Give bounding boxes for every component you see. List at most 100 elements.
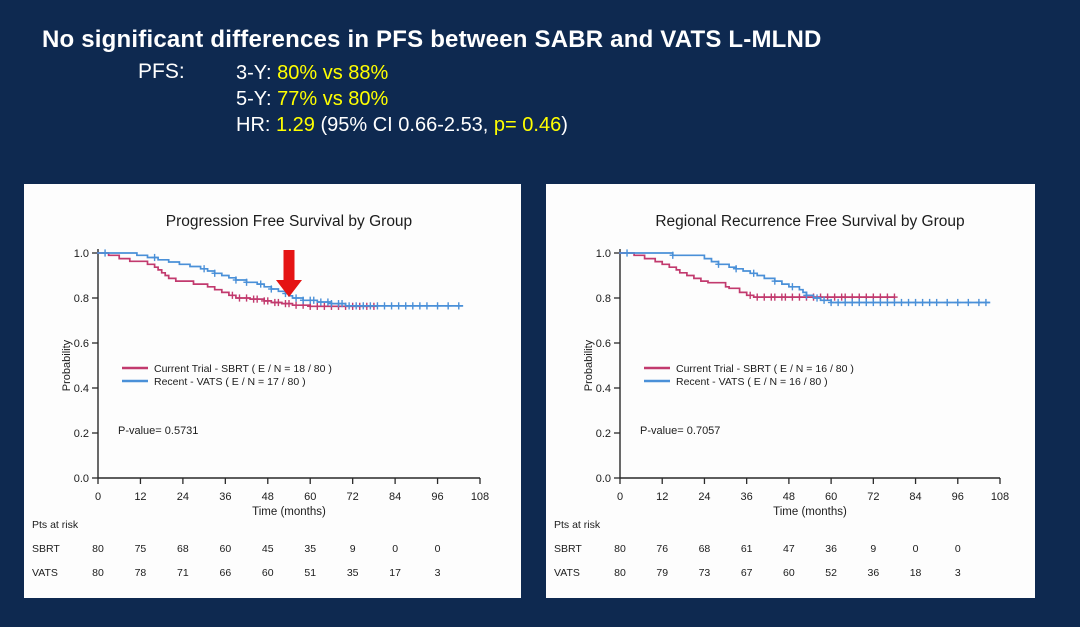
x-tick-label: 24 [698,491,710,503]
km-curve-vats [619,252,991,304]
pfs-label: PFS: [138,60,185,83]
risk-table-cell: 80 [92,543,104,555]
risk-table-cell: 61 [741,543,753,555]
y-tick-label: 0.8 [74,293,89,305]
risk-table-cell: 60 [219,543,231,555]
legend-label: Current Trial - SBRT ( E / N = 18 / 80 ) [154,363,332,375]
risk-table-cell: 66 [219,567,231,579]
risk-table-cell: 9 [350,543,356,555]
x-tick-label: 84 [389,491,401,503]
risk-table-cell: 68 [177,543,189,555]
x-tick-label: 48 [783,491,795,503]
legend-label: Current Trial - SBRT ( E / N = 16 / 80 ) [676,363,854,375]
risk-table-cell: 79 [656,567,668,579]
x-tick-label: 72 [867,491,879,503]
risk-table-cell: 0 [435,543,441,555]
y-tick-label: 0.0 [596,473,611,485]
pfs-chart-panel: Progression Free Survival by Group 0.0 0.2… [24,184,521,598]
x-tick-label: 0 [617,491,623,503]
stat-line: 5-Y: 77% vs 80% [236,86,568,112]
stat-text: 3-Y: [236,62,278,84]
y-tick-label: 0.2 [74,428,89,440]
risk-table-cell: 51 [304,567,316,579]
stat-text: HR: [236,114,276,136]
risk-table-cell: 80 [614,567,626,579]
x-tick-label: 24 [177,491,189,503]
x-tick-label: 96 [952,491,964,503]
stat-text: 5-Y: [236,88,278,110]
x-tick-label: 108 [471,491,489,503]
stat-line: 3-Y: 80% vs 88% [236,60,568,86]
risk-row-label: VATS [32,567,58,579]
x-axis-title: Time (months) [773,506,847,518]
legend-label: Recent - VATS ( E / N = 16 / 80 ) [676,376,828,388]
risk-table-cell: 78 [135,567,147,579]
x-tick-label: 12 [134,491,146,503]
risk-table-cell: 9 [870,543,876,555]
risk-table-cell: 47 [783,543,795,555]
down-arrow-annotation [276,250,302,297]
chart-title: Regional Recurrence Free Survival by Gro… [655,213,964,230]
km-curve-sbrt [97,252,375,308]
censor-marks-vats [101,249,462,310]
risk-table-cell: 80 [92,567,104,579]
risk-table-title: Pts at risk [554,519,601,531]
x-tick-label: 36 [741,491,753,503]
stat-value: 77% vs 80% [277,88,389,110]
x-tick-label: 12 [656,491,668,503]
risk-table-cell: 0 [955,543,961,555]
p-value-label: P-value= 0.5731 [118,425,198,437]
stat-line: HR: 1.29 (95% CI 0.66-2.53, p= 0.46) [236,112,568,138]
x-tick-label: 84 [909,491,921,503]
legend-label: Recent - VATS ( E / N = 17 / 80 ) [154,376,306,388]
x-tick-label: 108 [991,491,1009,503]
risk-table-cell: 0 [913,543,919,555]
risk-table-cell: 45 [262,543,274,555]
y-tick-label: 0.4 [74,383,89,395]
risk-table-title: Pts at risk [32,519,79,531]
risk-table-cell: 68 [699,543,711,555]
pfs-stats-block: 3-Y: 80% vs 88% 5-Y: 77% vs 80% HR: 1.29 (… [236,60,568,138]
x-tick-label: 96 [431,491,443,503]
stat-value: 80% vs 88% [277,62,389,84]
risk-table-cell: 36 [825,543,837,555]
stat-value: 1.29 [276,114,315,136]
y-axis-title: Probability [61,339,73,391]
risk-table-cell: 76 [656,543,668,555]
risk-table-cell: 3 [435,567,441,579]
risk-row-label: SBRT [32,543,60,555]
km-curve-sbrt [619,252,896,298]
risk-table-cell: 52 [825,567,837,579]
x-tick-label: 48 [262,491,274,503]
risk-table-cell: 60 [783,567,795,579]
y-tick-label: 0.6 [596,338,611,350]
risk-table-cell: 60 [262,567,274,579]
risk-table-cell: 0 [392,543,398,555]
risk-table-cell: 36 [867,567,879,579]
x-tick-label: 60 [304,491,316,503]
risk-table-cell: 17 [389,567,401,579]
risk-table-cell: 75 [135,543,147,555]
censor-marks-sbrt [746,291,898,301]
chart-title: Progression Free Survival by Group [166,213,412,230]
risk-table-cell: 71 [177,567,189,579]
stat-text: (95% CI 0.66-2.53, [314,114,494,136]
y-tick-label: 1.0 [74,248,89,260]
risk-table-cell: 35 [304,543,316,555]
stat-text: ) [561,114,568,136]
x-tick-label: 60 [825,491,837,503]
rrfs-km-chart: Regional Recurrence Free Survival by Gro… [554,213,1009,579]
y-tick-label: 1.0 [596,248,611,260]
censor-marks-vats [623,249,990,307]
km-curve-vats [97,252,464,307]
pfs-km-chart: Progression Free Survival by Group 0.0 0.2… [32,213,489,579]
x-tick-label: 36 [219,491,231,503]
risk-table-cell: 73 [699,567,711,579]
rrfs-chart-panel: Regional Recurrence Free Survival by Gro… [546,184,1035,598]
risk-row-label: VATS [554,567,580,579]
y-axis-title: Probability [583,339,595,391]
x-tick-label: 0 [95,491,101,503]
risk-table-cell: 80 [614,543,626,555]
risk-row-label: SBRT [554,543,582,555]
